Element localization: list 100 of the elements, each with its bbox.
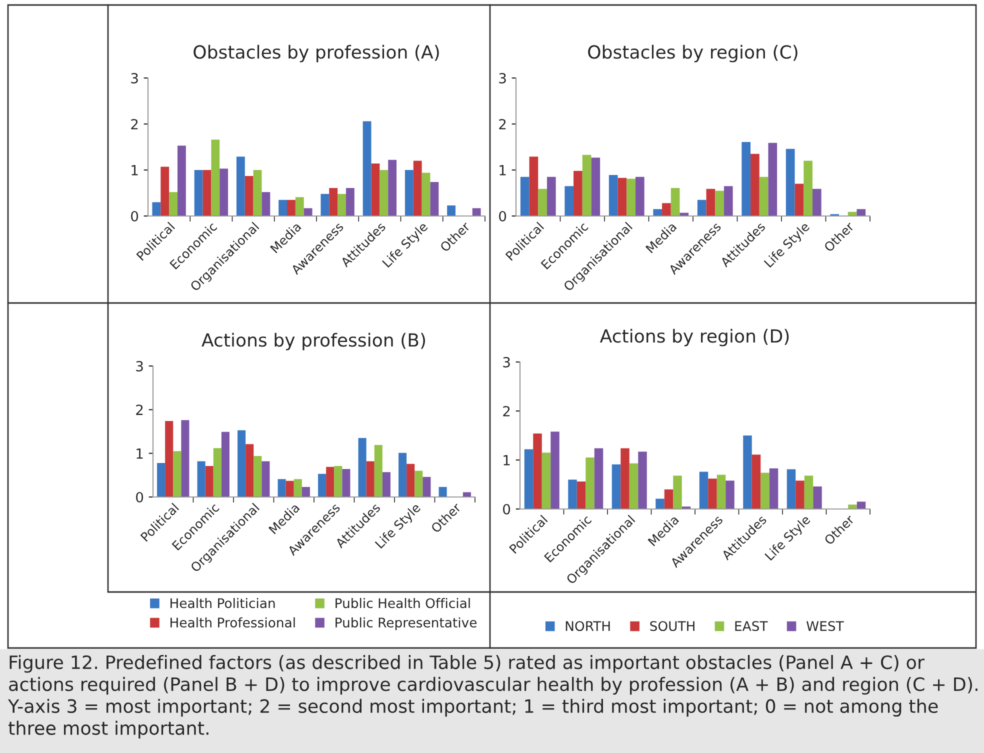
- bar: [380, 170, 388, 216]
- bar: [582, 154, 592, 216]
- bar: [794, 184, 804, 216]
- bar: [194, 170, 203, 216]
- bar: [254, 456, 262, 497]
- bar: [472, 208, 481, 216]
- bar: [404, 170, 414, 216]
- bar: [326, 466, 334, 497]
- bar: [856, 209, 866, 216]
- bar: [304, 208, 312, 216]
- bar: [220, 168, 228, 216]
- bar: [205, 466, 214, 497]
- bar: [278, 479, 286, 497]
- bar: [213, 448, 222, 497]
- chart-title: Actions by region (D): [600, 328, 789, 346]
- bar: [371, 164, 380, 216]
- bar: [374, 445, 382, 497]
- bar: [743, 436, 752, 509]
- bar: [221, 432, 230, 497]
- bar: [804, 160, 812, 216]
- bar: [238, 430, 246, 497]
- bar: [796, 480, 804, 509]
- bar: [542, 452, 551, 509]
- bar: [812, 188, 822, 216]
- bar: [608, 175, 618, 216]
- bar: [278, 200, 288, 216]
- y-tick-label: 1: [136, 448, 143, 459]
- bar: [662, 203, 671, 216]
- bar: [422, 476, 431, 497]
- legend-label: NORTH: [566, 621, 610, 632]
- bar: [760, 472, 770, 509]
- bar: [750, 154, 760, 216]
- chart-title: Actions by profession (B): [202, 332, 425, 350]
- bar: [848, 504, 857, 509]
- bar: [524, 449, 534, 509]
- bar: [670, 188, 680, 216]
- bar: [786, 469, 796, 509]
- legend-label: Public Health Official: [336, 598, 470, 608]
- bar: [160, 166, 170, 216]
- bar: [287, 200, 296, 216]
- y-tick-label: 3: [499, 72, 506, 84]
- bar: [422, 172, 430, 216]
- bar: [804, 476, 814, 509]
- bar: [244, 176, 254, 216]
- caption: Figure 12. Predefined factors (as described in Table 5) rated as important obstacles (Panel A + C) or actions required (Panel B + D) to improve cardiovascular health by profession (A + B) and region (C + D). Y-axis 3 = most important; 2 = second most important; 1 = third most important; 0 = not among the three most important.: [8, 655, 978, 739]
- bar: [414, 470, 423, 497]
- bar: [726, 480, 734, 509]
- bar: [342, 469, 350, 497]
- bar: [629, 463, 638, 509]
- bar: [346, 188, 354, 216]
- y-tick-label: 2: [136, 404, 143, 415]
- y-tick-label: 0: [499, 210, 506, 222]
- bar: [546, 176, 556, 216]
- bar: [152, 202, 161, 216]
- bar: [262, 461, 270, 497]
- bar: [294, 479, 302, 497]
- bar: [752, 454, 761, 509]
- bar: [302, 486, 310, 497]
- bar: [699, 472, 708, 509]
- bar: [529, 156, 538, 216]
- y-tick-label: 3: [131, 72, 138, 84]
- legend-label: WEST: [806, 621, 844, 632]
- bar: [673, 476, 682, 509]
- bar: [768, 142, 778, 216]
- bar: [538, 188, 547, 216]
- bar: [382, 472, 390, 497]
- bar: [447, 205, 456, 216]
- bar: [262, 192, 270, 216]
- bar: [362, 121, 372, 216]
- bar: [591, 158, 600, 216]
- bar: [286, 480, 294, 497]
- y-tick-label: 0: [503, 504, 510, 514]
- bar: [664, 489, 674, 509]
- y-tick-label: 2: [503, 406, 510, 416]
- bar: [759, 176, 768, 216]
- bar: [586, 458, 594, 509]
- bar: [438, 486, 447, 497]
- legend-label: SOUTH: [650, 621, 694, 632]
- bar: [329, 188, 338, 216]
- bar: [202, 170, 212, 216]
- y-tick-label: 1: [504, 455, 510, 466]
- legend-label: Health Professional: [170, 617, 295, 628]
- bar: [358, 438, 366, 497]
- bar: [413, 160, 422, 216]
- y-tick-label: 3: [136, 360, 143, 372]
- bar: [708, 478, 717, 509]
- bar: [626, 178, 636, 216]
- bar: [564, 186, 574, 216]
- bar: [430, 182, 439, 216]
- bar: [656, 498, 664, 509]
- bar: [462, 492, 471, 497]
- bar: [318, 474, 326, 497]
- bar: [253, 170, 262, 216]
- bar: [211, 140, 220, 216]
- bar: [856, 502, 866, 509]
- bar: [246, 444, 254, 497]
- bar: [181, 420, 190, 497]
- bar: [165, 421, 174, 497]
- bar: [398, 452, 407, 497]
- y-tick-label: 3: [503, 356, 510, 368]
